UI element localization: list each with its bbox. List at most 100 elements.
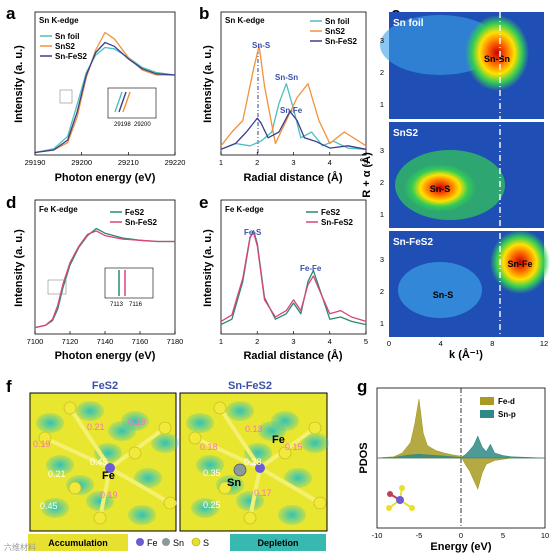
xtick-label-e-2: 3	[291, 337, 295, 346]
accumulation-label: Accumulation	[48, 538, 108, 548]
sn-fes2-value-4: 0.35	[203, 468, 221, 478]
fes2-value-5: 0.19	[33, 439, 51, 449]
xtick-label-e-4: 5	[364, 337, 368, 346]
c-ytick-2-0: 1	[380, 319, 384, 328]
c-xtick-3: 12	[540, 339, 548, 348]
panel-g-xlabel: Energy (eV)	[430, 541, 491, 553]
panel-a-xlabel: Photon energy (eV)	[55, 172, 156, 184]
panel-e-xlabel: Radial distance (Å)	[243, 349, 342, 362]
inset-a-sns2	[122, 91, 131, 113]
panel-b-xlabel: Radial distance (Å)	[243, 171, 342, 184]
c-xtick-2: 8	[490, 339, 494, 348]
fe-atom	[255, 463, 265, 473]
xtick-label-d-3: 7160	[132, 337, 149, 346]
fe-legend-label: Fe	[147, 538, 158, 548]
c-ytick-2-2: 3	[380, 255, 384, 264]
legend-label-b-2: Sn-FeS2	[325, 37, 358, 46]
xtick-label-a-2: 29210	[118, 158, 139, 167]
wt-sn-fes2-halo	[398, 262, 482, 318]
fes2-value-3: 0.21	[48, 469, 66, 479]
s-atom	[278, 446, 292, 460]
series-line-e-1	[220, 232, 367, 323]
sn-atom	[233, 463, 247, 477]
g-xtick-0: -10	[372, 531, 383, 540]
depletion-blob	[236, 491, 264, 511]
legend-label-e-1: Sn-FeS2	[321, 218, 354, 227]
depletion-blob	[226, 401, 254, 421]
s-atom	[243, 511, 257, 525]
wt-sns2-spot	[404, 164, 476, 212]
s-atom	[163, 496, 177, 510]
sn-fes2-value-2: 0.15	[285, 442, 303, 452]
pdos-area-1	[376, 435, 546, 459]
fe-atom-label-left: Fe	[102, 470, 115, 482]
wt-sn-foil-spot	[465, 15, 529, 91]
depletion-blob	[196, 455, 224, 475]
depletion-blob	[134, 468, 162, 488]
fe-legend-icon	[136, 538, 144, 546]
panel-d-inset	[104, 267, 154, 299]
panel-b-title: Sn K-edge	[225, 16, 265, 25]
legend-label-e-0: FeS2	[321, 208, 341, 217]
pdos-legend-swatch-0	[480, 397, 494, 405]
s-atom	[313, 496, 327, 510]
wt-sn-s-label-2: Sn-S	[433, 290, 454, 300]
pdos-legend-swatch-1	[480, 410, 494, 418]
wt-sns2-label: SnS2	[393, 128, 418, 139]
bond	[194, 436, 261, 470]
panel-d-zoom-box	[47, 279, 67, 295]
s-legend-label: S	[203, 538, 209, 548]
g-xtick-1: -5	[416, 531, 423, 540]
wt-sn-sn-label: Sn-Sn	[484, 54, 510, 64]
fe-atom-label-right: Fe	[272, 434, 285, 446]
panel-label-d: d	[6, 193, 16, 212]
bond	[258, 466, 322, 505]
inset-a-tick-1: 29200	[134, 122, 151, 128]
panel-label-g: g	[357, 377, 367, 396]
bond	[108, 466, 172, 505]
panel-label-e: e	[199, 193, 208, 212]
depletion-blob	[301, 433, 329, 453]
panel-c-xlabel: k (Å⁻¹)	[449, 348, 483, 361]
fes2-value-0: 0.21	[87, 422, 105, 432]
panel-label-b: b	[199, 4, 209, 23]
inset-a-tick-0: 29198	[114, 122, 131, 128]
depletion-blob	[278, 505, 306, 525]
legend-label-d-0: FeS2	[125, 208, 145, 217]
xtick-label-b-2: 3	[291, 158, 295, 167]
xtick-label-e-3: 4	[328, 337, 332, 346]
wt-sn-fe-label: Sn-Fe	[507, 259, 532, 269]
c-xtick-1: 4	[439, 339, 443, 348]
bond	[248, 467, 262, 519]
sn-fes2-value-6: 0.25	[203, 500, 221, 510]
panel-b-ylabel: Intensity (a. u.)	[202, 45, 214, 123]
series-line-b-1	[220, 45, 367, 147]
fe-atom	[105, 463, 115, 473]
c-ytick-2-1: 2	[380, 287, 384, 296]
xtick-label-d-0: 7100	[27, 337, 44, 346]
watermark: 六维材料	[4, 542, 36, 552]
depletion-blob	[191, 498, 219, 518]
panel-e-title: Fe K-edge	[225, 205, 264, 214]
inset-a-sn-foil	[114, 91, 123, 113]
panel-d-title: Fe K-edge	[39, 205, 78, 214]
s-atom	[213, 401, 227, 415]
legend-label-b-1: SnS2	[325, 27, 346, 36]
c-ytick-0-2: 3	[380, 36, 384, 45]
wt-sn-s-label: Sn-S	[430, 184, 451, 194]
inset-a-sn-fes2	[118, 91, 127, 113]
fes2-value-4: 0.19	[100, 490, 118, 500]
annotation-sn-sn: Sn-Sn	[275, 73, 298, 82]
panel-f-left-title: FeS2	[92, 380, 118, 392]
depletion-swatch	[230, 534, 326, 551]
panel-e-ylabel: Intensity (a. u.)	[202, 229, 214, 307]
annotation-sn-fe: Sn-Fe	[280, 106, 303, 115]
c-ytick-0-1: 2	[380, 68, 384, 77]
legend-label-a-0: Sn foil	[55, 32, 79, 41]
depletion-blob	[36, 413, 64, 433]
panel-a-zoom-box	[59, 89, 73, 104]
bond	[44, 436, 111, 470]
